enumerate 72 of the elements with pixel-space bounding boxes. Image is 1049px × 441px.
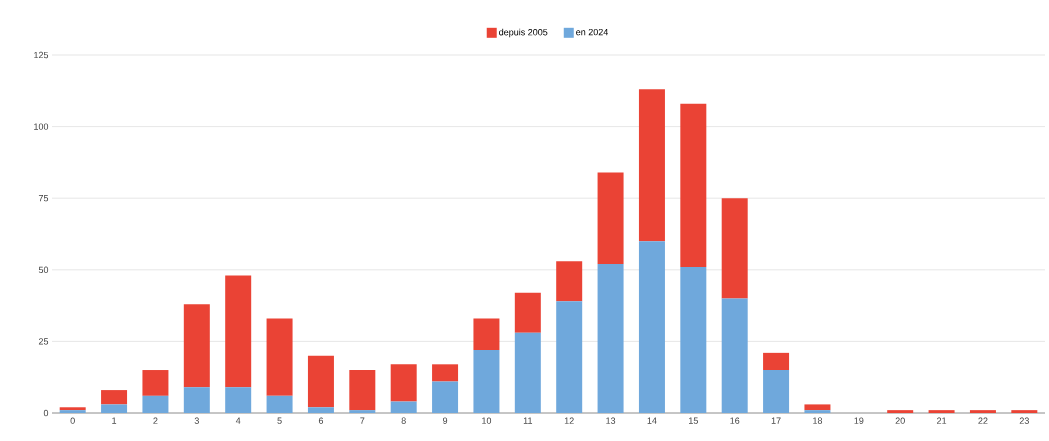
- bar: [266, 395, 293, 413]
- y-tick-label: 100: [34, 123, 49, 130]
- legend-label: depuis 2005: [499, 28, 548, 38]
- bar: [432, 381, 459, 413]
- bar: [307, 355, 334, 408]
- x-tick-label: 23: [1019, 417, 1029, 424]
- x-tick-label: 16: [730, 417, 740, 424]
- x-tick-label: 12: [564, 417, 574, 424]
- bar: [101, 390, 128, 405]
- bar: [225, 387, 252, 413]
- bar: [597, 172, 624, 265]
- x-tick-label: 13: [606, 417, 616, 424]
- y-tick-label: 50: [38, 266, 49, 273]
- y-tick-label: 0: [43, 409, 49, 417]
- y-tick-label: 125: [34, 51, 49, 59]
- x-tick-label: 15: [689, 417, 698, 424]
- bar: [804, 404, 831, 411]
- bar: [680, 266, 707, 413]
- bar: [266, 318, 293, 396]
- x-tick-label: 1: [112, 417, 117, 424]
- x-tick-label: 0: [70, 417, 75, 424]
- x-tick-label: 4: [235, 417, 241, 424]
- bar: [514, 292, 541, 333]
- bar: [432, 364, 459, 382]
- x-tick-label: 7: [360, 417, 365, 424]
- x-tick-label: 11: [523, 417, 533, 424]
- bar: [473, 318, 500, 350]
- bar: [349, 410, 376, 413]
- bar: [721, 198, 748, 299]
- bar: [638, 241, 665, 413]
- legend-label: en 2024: [576, 28, 608, 36]
- x-tick-label: 9: [442, 417, 448, 424]
- bar: [638, 89, 665, 242]
- x-tick-label: 8: [401, 417, 406, 424]
- bar: [307, 407, 334, 413]
- x-tick-label: 2: [153, 417, 158, 424]
- y-tick-label: 75: [38, 195, 49, 202]
- bar: [680, 103, 707, 267]
- bar: [101, 404, 128, 413]
- bar: [142, 395, 169, 413]
- bar: [556, 301, 583, 413]
- bar: [763, 352, 790, 371]
- bar: [183, 387, 210, 413]
- bar: [183, 304, 210, 388]
- x-tick-label: 10: [482, 417, 492, 424]
- x-tick-label: 17: [771, 417, 781, 424]
- x-tick-label: 19: [854, 417, 864, 424]
- bar: [390, 401, 417, 413]
- x-tick-label: 18: [813, 417, 823, 424]
- bar: [887, 410, 914, 413]
- bar: [390, 364, 417, 402]
- bar: [514, 332, 541, 413]
- x-tick-label: 22: [978, 417, 988, 424]
- x-tick-label: 3: [194, 417, 199, 424]
- bar: [969, 410, 996, 413]
- bar: [597, 264, 624, 413]
- bar: [473, 349, 500, 413]
- bar: [804, 410, 831, 413]
- x-tick-label: 14: [647, 417, 657, 424]
- bar: [349, 370, 376, 411]
- x-tick-label: 20: [895, 417, 905, 424]
- bar: [763, 370, 790, 413]
- x-tick-label: 5: [277, 417, 282, 424]
- bar: [142, 370, 169, 396]
- bar: [928, 410, 955, 413]
- y-tick-label: 25: [38, 338, 49, 345]
- bar: [1011, 410, 1038, 413]
- bar: [556, 261, 583, 302]
- bar: [721, 298, 748, 413]
- bar: [225, 275, 252, 388]
- x-tick-label: 21: [937, 417, 947, 424]
- x-tick-label: 6: [318, 417, 324, 424]
